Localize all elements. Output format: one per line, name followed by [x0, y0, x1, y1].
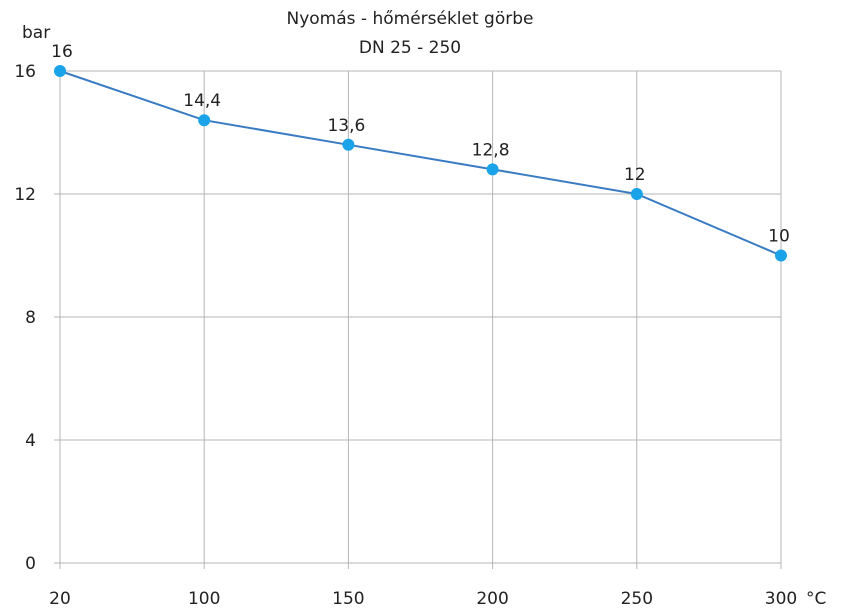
data-label: 13,6 [327, 116, 365, 136]
x-axis-unit-label: °C [806, 589, 826, 609]
x-tick-label: 300 [765, 589, 797, 609]
y-tick-label: 8 [25, 308, 36, 328]
data-point [54, 65, 66, 77]
x-tick-label: 20 [49, 589, 71, 609]
series-line [59, 70, 782, 257]
chart-title: Nyomás - hőmérséklet görbe [287, 9, 534, 29]
series-polyline [59, 70, 782, 257]
x-tick-label: 250 [621, 589, 653, 609]
chart-subtitle: DN 25 - 250 [359, 38, 461, 58]
data-points [54, 65, 787, 262]
data-label: 10 [768, 227, 790, 247]
data-label: 12,8 [472, 140, 510, 160]
y-axis-ticks: 0 4 8 12 16 [14, 62, 36, 574]
data-label: 16 [51, 42, 73, 62]
data-point [775, 249, 787, 262]
data-point [486, 163, 499, 176]
y-tick-label: 16 [14, 62, 36, 82]
y-tick-label: 0 [25, 554, 36, 574]
data-label: 14,4 [183, 91, 221, 111]
y-tick-label: 4 [25, 431, 36, 451]
data-labels: 16 14,4 13,6 12,8 12 10 [51, 42, 790, 247]
data-label: 12 [624, 165, 646, 185]
y-axis-unit-label: bar [22, 23, 50, 43]
x-tick-label: 200 [476, 589, 508, 609]
grid [54, 70, 782, 569]
data-point [342, 138, 355, 151]
data-point [630, 188, 643, 200]
y-tick-label: 12 [14, 185, 36, 205]
x-tick-label: 150 [332, 589, 364, 609]
data-point [198, 114, 211, 127]
x-axis-ticks: 20 100 150 200 250 300 [49, 589, 797, 609]
x-tick-label: 100 [188, 589, 220, 609]
